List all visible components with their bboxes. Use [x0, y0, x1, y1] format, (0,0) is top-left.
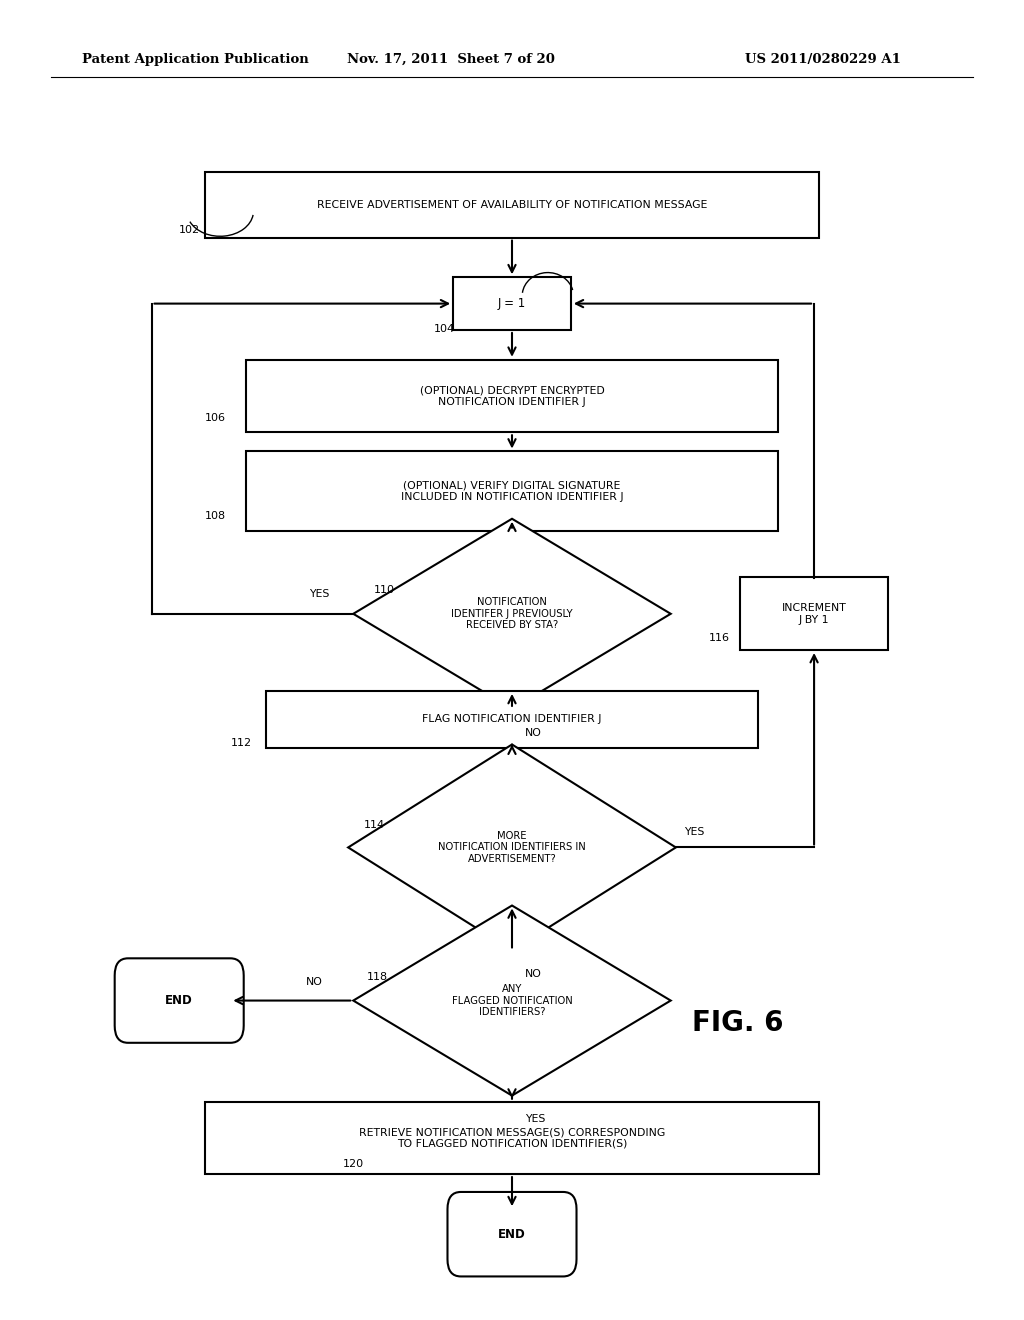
Text: NOTIFICATION
IDENTIFER J PREVIOUSLY
RECEIVED BY STA?: NOTIFICATION IDENTIFER J PREVIOUSLY RECE…: [452, 597, 572, 631]
Bar: [246, 360, 778, 433]
Text: (OPTIONAL) VERIFY DIGITAL SIGNATURE
INCLUDED IN NOTIFICATION IDENTIFIER J: (OPTIONAL) VERIFY DIGITAL SIGNATURE INCL…: [400, 480, 624, 502]
Text: Patent Application Publication: Patent Application Publication: [82, 53, 308, 66]
Text: NO: NO: [306, 977, 323, 987]
Text: 110: 110: [374, 585, 395, 595]
Text: YES: YES: [525, 1114, 546, 1125]
Text: 104: 104: [434, 323, 456, 334]
Bar: [205, 1101, 819, 1175]
Text: ANY
FLAGGED NOTIFICATION
IDENTIFIERS?: ANY FLAGGED NOTIFICATION IDENTIFIERS?: [452, 983, 572, 1018]
Bar: [246, 451, 778, 531]
Text: 108: 108: [205, 511, 226, 521]
Bar: [453, 277, 571, 330]
Text: 112: 112: [230, 738, 252, 748]
Text: END: END: [498, 1228, 526, 1241]
Polygon shape: [348, 744, 676, 950]
Text: FLAG NOTIFICATION IDENTIFIER J: FLAG NOTIFICATION IDENTIFIER J: [422, 714, 602, 725]
Polygon shape: [353, 906, 671, 1096]
FancyBboxPatch shape: [447, 1192, 577, 1276]
Polygon shape: [353, 519, 671, 709]
FancyBboxPatch shape: [115, 958, 244, 1043]
Text: RETRIEVE NOTIFICATION MESSAGE(S) CORRESPONDING
TO FLAGGED NOTIFICATION IDENTIFIE: RETRIEVE NOTIFICATION MESSAGE(S) CORRESP…: [358, 1127, 666, 1148]
Bar: [739, 577, 889, 649]
Text: INCREMENT
J BY 1: INCREMENT J BY 1: [781, 603, 847, 624]
Text: 118: 118: [367, 972, 388, 982]
Text: RECEIVE ADVERTISEMENT OF AVAILABILITY OF NOTIFICATION MESSAGE: RECEIVE ADVERTISEMENT OF AVAILABILITY OF…: [316, 199, 708, 210]
Bar: [205, 172, 819, 238]
Text: NO: NO: [525, 969, 542, 979]
Text: MORE
NOTIFICATION IDENTIFIERS IN
ADVERTISEMENT?: MORE NOTIFICATION IDENTIFIERS IN ADVERTI…: [438, 830, 586, 865]
Text: 114: 114: [364, 820, 385, 830]
Text: FIG. 6: FIG. 6: [691, 1008, 783, 1038]
Text: YES: YES: [309, 589, 330, 599]
Text: YES: YES: [684, 826, 705, 837]
Text: 106: 106: [205, 413, 226, 424]
Text: J = 1: J = 1: [498, 297, 526, 310]
Text: 120: 120: [343, 1159, 365, 1170]
Text: (OPTIONAL) DECRYPT ENCRYPTED
NOTIFICATION IDENTIFIER J: (OPTIONAL) DECRYPT ENCRYPTED NOTIFICATIO…: [420, 385, 604, 407]
Text: END: END: [165, 994, 194, 1007]
Text: 116: 116: [709, 632, 730, 643]
Text: Nov. 17, 2011  Sheet 7 of 20: Nov. 17, 2011 Sheet 7 of 20: [346, 53, 555, 66]
Text: US 2011/0280229 A1: US 2011/0280229 A1: [745, 53, 901, 66]
Bar: [266, 692, 758, 747]
Text: 102: 102: [179, 224, 201, 235]
Text: NO: NO: [525, 727, 542, 738]
